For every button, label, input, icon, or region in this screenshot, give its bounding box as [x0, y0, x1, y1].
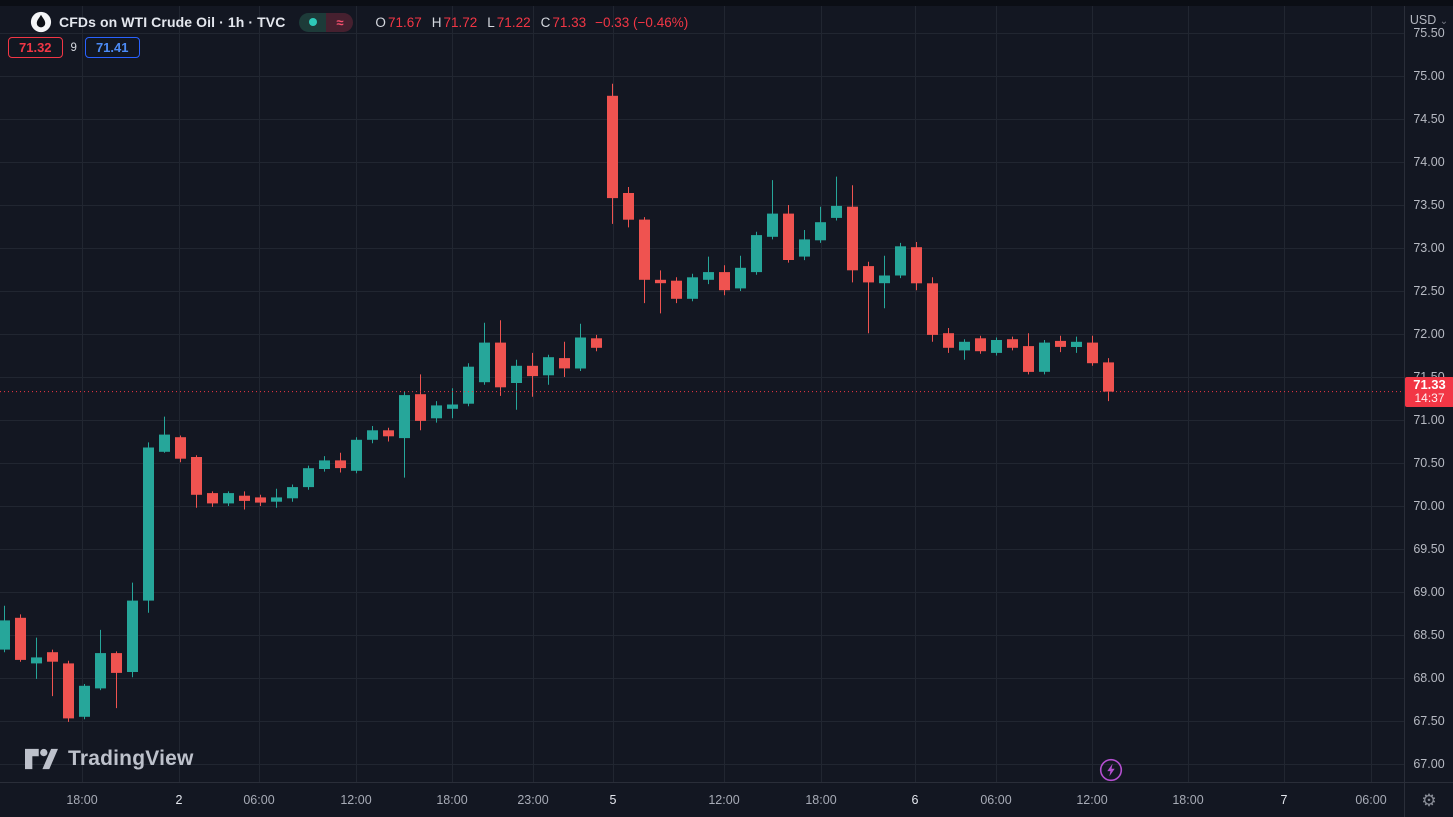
- price-tick-label: 69.50: [1413, 541, 1445, 556]
- price-tick-label: 72.50: [1413, 283, 1445, 298]
- minds-button[interactable]: ≈: [326, 12, 354, 32]
- time-axis[interactable]: 18:00 2 06:00 12:00 18:00 23:00 5 12:00 18:00 6 06…: [0, 782, 1404, 817]
- open-label: O: [375, 14, 386, 30]
- symbol-legend: CFDs on WTI Crude Oil · 1h · TVC ≈ O 71.6…: [30, 11, 688, 33]
- close-value: 71.33: [552, 14, 587, 30]
- time-tick-day-label: 2: [175, 793, 183, 807]
- open-value: 71.67: [387, 14, 422, 30]
- bid-ask-row: 71.32 9 71.41: [8, 37, 140, 58]
- high-label: H: [431, 14, 442, 30]
- ohlc-readout: O 71.67 H 71.72 L 71.22 C 71.33 −0.33 (−0.46…: [375, 15, 688, 30]
- time-tick-label: 18:00: [805, 793, 837, 807]
- market-open-status[interactable]: [299, 12, 327, 32]
- price-tick-label: 75.50: [1413, 25, 1445, 40]
- market-status-pill[interactable]: ≈: [299, 12, 354, 32]
- lightning-event-icon[interactable]: [1099, 758, 1123, 782]
- last-price-value: 71.33: [1413, 376, 1446, 392]
- price-tick-label: 70.50: [1413, 455, 1445, 470]
- time-tick-day-label: 6: [911, 793, 919, 807]
- change-value: −0.33 (−0.46%): [595, 14, 689, 30]
- bar-countdown: 14:37: [1414, 390, 1445, 405]
- buy-ask-button[interactable]: 71.41: [84, 37, 140, 58]
- time-tick-label: 12:00: [1076, 793, 1108, 807]
- gear-icon[interactable]: ⚙: [1421, 790, 1437, 810]
- time-tick-label: 18:00: [66, 793, 98, 807]
- price-tick-label: 70.00: [1413, 498, 1445, 513]
- price-tick-label: 71.00: [1413, 412, 1445, 427]
- price-tick-label: 73.00: [1413, 240, 1445, 255]
- high-value: 71.72: [443, 14, 478, 30]
- candlestick-chart[interactable]: [0, 0, 1404, 782]
- currency-label: USD: [1409, 13, 1437, 27]
- sell-bid-button[interactable]: 71.32: [8, 37, 63, 58]
- tradingview-mark-icon: [25, 748, 58, 770]
- tradingview-wordmark: TradingView: [68, 747, 194, 770]
- currency-dropdown[interactable]: USD ⌄: [1405, 13, 1453, 27]
- time-tick-label: 18:00: [436, 793, 468, 807]
- spread-value: 9: [70, 41, 77, 54]
- market-status-dot-icon: [308, 18, 317, 26]
- tradingview-logo[interactable]: TradingView: [25, 746, 194, 772]
- time-tick-day-label: 7: [1280, 793, 1288, 807]
- price-tick-label: 68.00: [1413, 670, 1445, 685]
- price-tick-label: 74.50: [1413, 111, 1445, 126]
- minds-approx-icon: ≈: [336, 14, 344, 30]
- price-axis[interactable]: USD ⌄ 75.50 75.00 74.50 74.00 73.50 73.00 72.5…: [1404, 0, 1453, 782]
- time-tick-day-label: 5: [609, 793, 617, 807]
- price-tick-label: 67.50: [1413, 713, 1445, 728]
- window-top-edge: [0, 0, 1453, 6]
- price-tick-label: 69.00: [1413, 584, 1445, 599]
- symbol-title[interactable]: CFDs on WTI Crude Oil · 1h · TVC: [59, 14, 286, 30]
- time-tick-label: 12:00: [708, 793, 740, 807]
- chart-pane[interactable]: CFDs on WTI Crude Oil · 1h · TVC ≈ O 71.6…: [0, 0, 1404, 782]
- close-label: C: [540, 14, 551, 30]
- crude-oil-icon: [30, 11, 52, 33]
- price-tick-label: 72.00: [1413, 326, 1445, 341]
- price-tick-label: 68.50: [1413, 627, 1445, 642]
- price-tick-label: 73.50: [1413, 197, 1445, 212]
- low-label: L: [487, 14, 495, 30]
- time-tick-label: 18:00: [1172, 793, 1204, 807]
- low-value: 71.22: [496, 14, 531, 30]
- time-tick-label: 06:00: [1355, 793, 1387, 807]
- axis-corner: ⚙: [1404, 782, 1453, 817]
- chevron-down-icon: ⌄: [1439, 16, 1449, 27]
- price-tick-label: 74.00: [1413, 154, 1445, 169]
- time-tick-label: 12:00: [340, 793, 372, 807]
- last-price-badge[interactable]: 71.33 14:37: [1405, 376, 1453, 407]
- time-tick-label: 06:00: [243, 793, 275, 807]
- time-tick-label: 23:00: [517, 793, 549, 807]
- time-tick-label: 06:00: [980, 793, 1012, 807]
- price-tick-label: 75.00: [1413, 68, 1445, 83]
- price-tick-label: 67.00: [1413, 756, 1445, 771]
